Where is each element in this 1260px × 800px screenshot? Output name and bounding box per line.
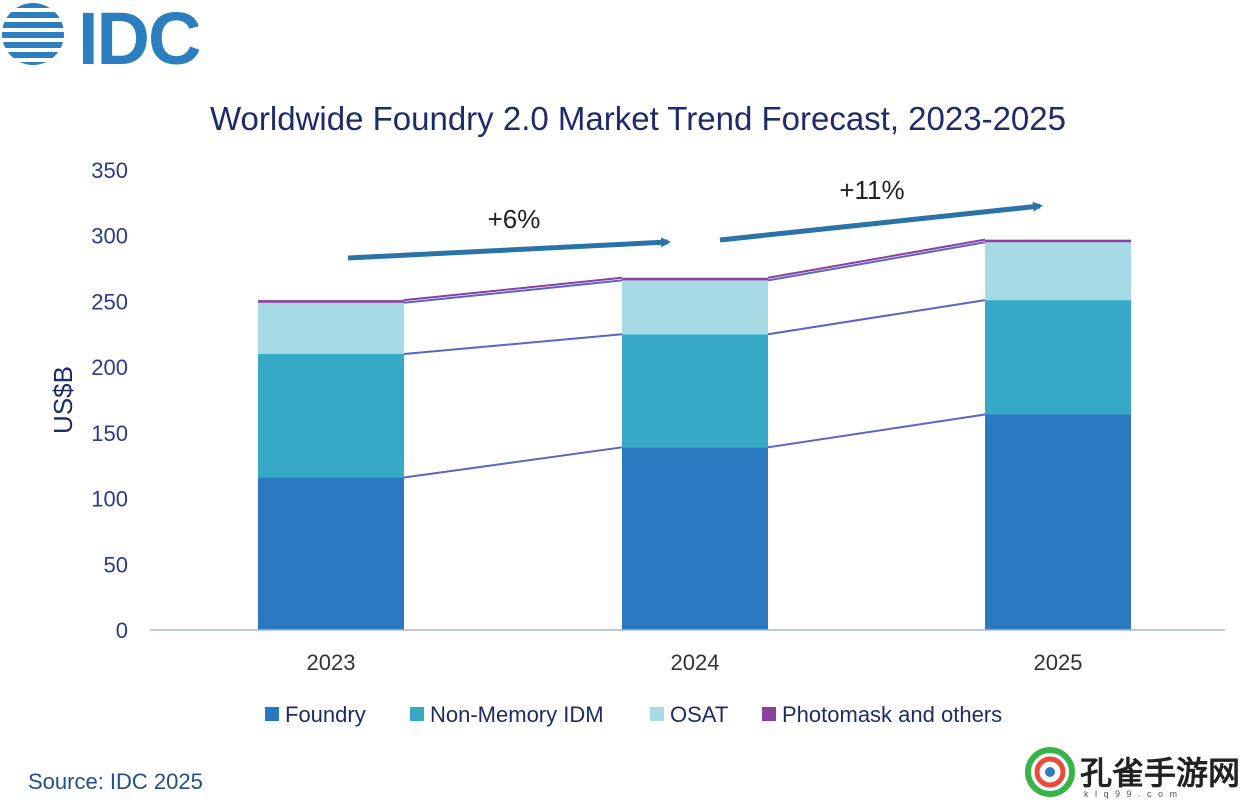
series-connector-line [767, 413, 986, 449]
series-connector-line [767, 299, 986, 336]
y-tick-label: 50 [104, 552, 128, 577]
bar-segment [622, 280, 768, 335]
series-connector-line [767, 241, 986, 282]
y-tick-label: 200 [91, 355, 128, 380]
bar-segment [985, 414, 1131, 630]
x-tick-label: 2023 [307, 650, 356, 675]
series-connector-line [403, 279, 623, 304]
legend: Foundry Non-Memory IDM OSAT Photomask and o… [265, 702, 1002, 727]
watermark-logo-icon [1025, 747, 1075, 797]
y-axis-ticks: 0 50 100 150 200 250 300 350 [91, 158, 128, 643]
bar-segment [622, 447, 768, 630]
growth-annotation-2024: +6% [347, 204, 671, 261]
series-connector-line [403, 446, 623, 479]
legend-label: OSAT [670, 702, 728, 727]
legend-label: Non-Memory IDM [430, 702, 604, 727]
series-connectors [403, 238, 986, 479]
growth-label: +6% [488, 204, 541, 234]
growth-arrow [719, 201, 1043, 243]
x-tick-label: 2025 [1034, 650, 1083, 675]
y-axis-label: US$B [48, 366, 78, 434]
watermark: 孔雀手游网 k l q 9 9 . c o m [1025, 747, 1240, 799]
bar-segment [258, 477, 404, 630]
bar-segment [258, 302, 404, 354]
legend-swatch [762, 707, 776, 721]
bar-segment [985, 239, 1131, 243]
watermark-text: 孔雀手游网 [1080, 755, 1240, 791]
legend-swatch [650, 707, 664, 721]
y-tick-label: 300 [91, 224, 128, 249]
growth-arrow [347, 237, 671, 261]
idc-logo: IDC [0, 0, 202, 80]
watermark-sub: k l q 9 9 . c o m [1084, 789, 1179, 799]
growth-annotation-2025: +11% [719, 175, 1043, 243]
y-tick-label: 250 [91, 289, 128, 314]
y-tick-label: 150 [91, 421, 128, 446]
series-connector-line [403, 333, 623, 355]
bar-segment [985, 242, 1131, 301]
y-tick-label: 100 [91, 487, 128, 512]
bar-segment [258, 300, 404, 303]
legend-swatch [410, 707, 424, 721]
legend-label: Foundry [285, 702, 366, 727]
growth-label: +11% [839, 175, 904, 205]
x-axis-ticks: 2023 2024 2025 [307, 650, 1083, 675]
x-tick-label: 2024 [671, 650, 720, 675]
bar-segment [622, 277, 768, 281]
bar-segment [622, 334, 768, 448]
logo-text: IDC [78, 0, 200, 80]
series-connector-line [403, 276, 623, 302]
legend-label: Photomask and others [782, 702, 1002, 727]
series-connector-line [767, 238, 986, 279]
bars [258, 239, 1131, 630]
y-tick-label: 0 [116, 618, 128, 643]
globe-icon [0, 3, 66, 65]
bar-segment [985, 300, 1131, 415]
bar-segment [258, 354, 404, 478]
source-note: Source: IDC 2025 [28, 769, 203, 794]
legend-swatch [265, 707, 279, 721]
y-tick-label: 350 [91, 158, 128, 183]
chart-title: Worldwide Foundry 2.0 Market Trend Forec… [210, 100, 1066, 137]
